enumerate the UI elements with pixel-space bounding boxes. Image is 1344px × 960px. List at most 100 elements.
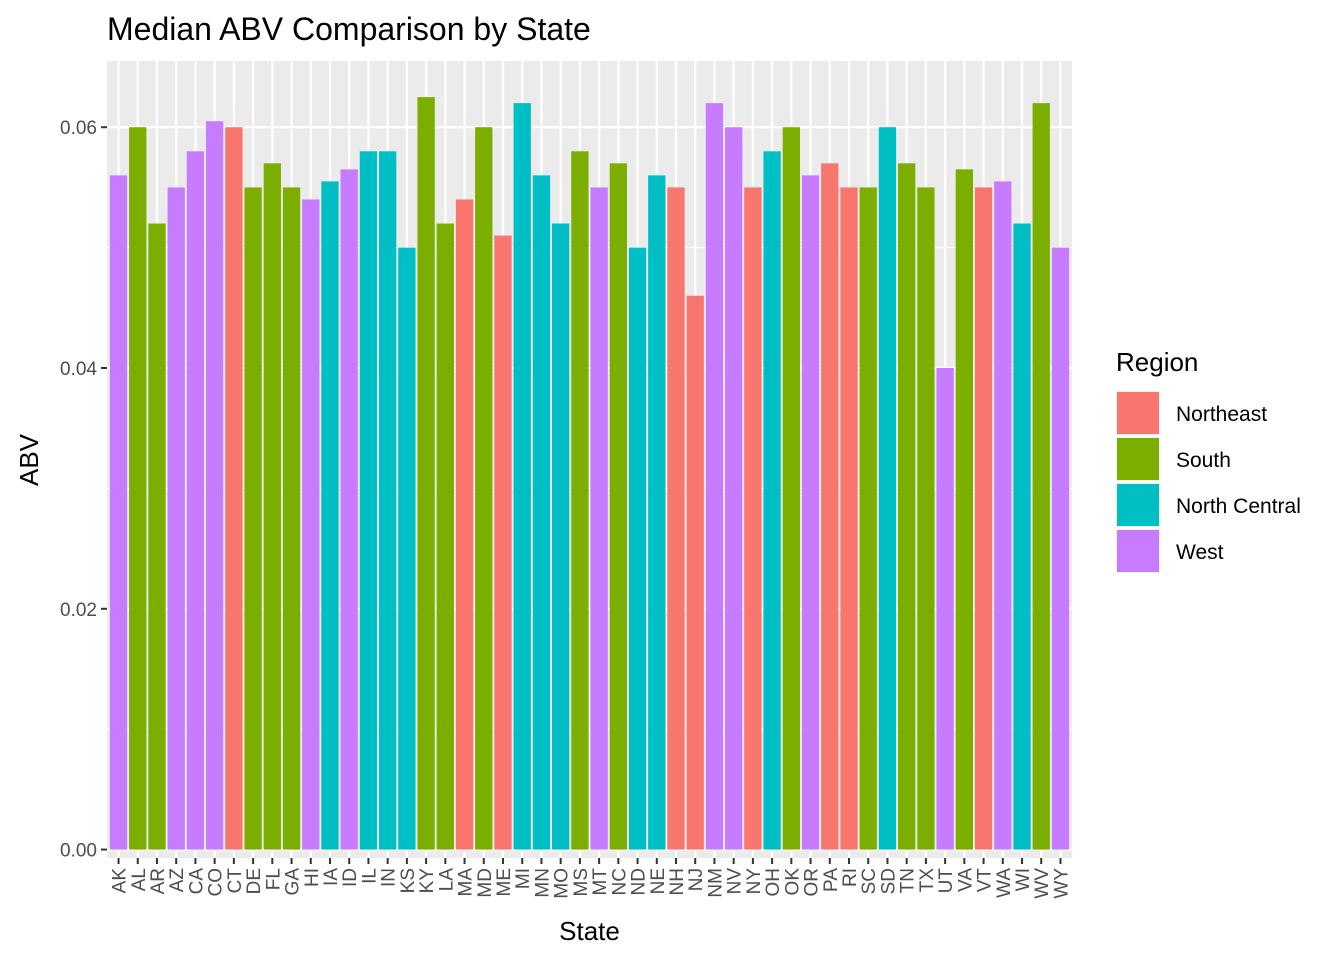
bar-nd [628, 247, 647, 850]
x-tick-label: AZ [167, 868, 188, 893]
legend-label: North Central [1176, 495, 1301, 518]
x-tick-label: FL [263, 868, 284, 890]
x-tick-label: TX [917, 868, 938, 893]
y-tick-label: 0.06 [60, 118, 97, 139]
bar-mi [513, 103, 531, 850]
bar-wv [1032, 103, 1050, 850]
bar-az [167, 187, 185, 850]
legend-swatch [1117, 392, 1159, 434]
x-tick-label: AL [129, 868, 150, 891]
x-tick-label: NE [648, 868, 669, 894]
y-axis-title: ABV [14, 433, 44, 486]
x-tick-label: VT [975, 868, 996, 893]
x-tick-label: NY [744, 868, 765, 895]
x-tick-label: IL [359, 868, 380, 884]
bar-la [436, 223, 454, 850]
legend: Region Northeast South North Central West [1116, 347, 1301, 573]
bar-co [205, 121, 224, 850]
legend-label: South [1176, 449, 1231, 472]
x-tick-label: OR [802, 868, 823, 897]
bar-mn [532, 175, 551, 850]
bar-or [801, 175, 820, 850]
x-tick-label: GA [283, 868, 304, 896]
legend-label: West [1176, 541, 1224, 564]
y-tick-label: 0.04 [60, 359, 97, 380]
bar-md [475, 127, 493, 850]
x-axis: AKALARAZCACOCTDEFLGAHIIAIDILINKSKYLAMAMD… [110, 858, 1072, 899]
bar-ok [782, 127, 800, 850]
legend-swatch [1117, 530, 1159, 572]
x-tick-label: MA [456, 868, 477, 897]
x-tick-label: AK [110, 868, 131, 894]
x-tick-label: NM [705, 868, 726, 898]
x-tick-label: VA [955, 868, 976, 892]
bar-sc [859, 187, 877, 850]
x-tick-label: NV [725, 868, 746, 895]
bar-ia [321, 181, 339, 850]
x-tick-label: WA [994, 868, 1015, 898]
x-axis-title: State [559, 916, 620, 946]
x-tick-label: CT [225, 868, 246, 894]
y-axis: 0.00 0.02 0.04 0.06 [60, 118, 107, 862]
bar-va [955, 169, 974, 850]
bar-fl [263, 163, 281, 850]
x-tick-label: KY [417, 868, 438, 894]
bar-ar [148, 223, 166, 850]
x-tick-label: CA [186, 868, 207, 895]
bar-wa [994, 181, 1012, 850]
x-tick-label: MI [513, 868, 534, 889]
bar-ky [417, 97, 435, 850]
bar-nc [609, 163, 627, 850]
x-tick-label: PA [821, 868, 842, 892]
x-tick-label: NC [609, 868, 630, 895]
bar-mt [590, 187, 608, 850]
x-tick-label: OK [782, 868, 803, 896]
x-tick-label: SD [878, 868, 899, 894]
y-tick-label: 0.00 [60, 841, 97, 862]
x-tick-label: HI [302, 868, 323, 887]
x-tick-label: SC [859, 868, 880, 894]
x-tick-label: WY [1051, 868, 1072, 899]
bar-tx [917, 187, 935, 850]
bar-wy [1051, 247, 1070, 850]
bar-vt [974, 187, 993, 850]
x-tick-label: MT [590, 868, 611, 896]
bar-wi [1013, 223, 1031, 850]
legend-swatch [1117, 484, 1159, 526]
x-tick-label: DE [244, 868, 265, 894]
x-tick-label: CO [206, 868, 227, 897]
bar-il [359, 151, 378, 850]
legend-swatch [1117, 438, 1159, 480]
x-tick-label: IA [321, 868, 342, 886]
x-tick-label: MD [475, 868, 496, 898]
x-tick-label: MO [552, 868, 573, 899]
bar-ga [282, 187, 301, 850]
legend-title: Region [1116, 347, 1198, 377]
bar-ca [186, 151, 205, 850]
bar-ma [455, 199, 474, 850]
x-tick-label: AR [148, 868, 169, 894]
x-tick-label: NJ [686, 868, 707, 891]
bar-me [494, 235, 512, 850]
y-tick-label: 0.02 [60, 600, 97, 621]
x-tick-label: MS [571, 868, 592, 897]
x-tick-label: NH [667, 868, 688, 895]
bar-ne [648, 175, 666, 850]
bar-oh [763, 151, 781, 850]
x-tick-label: UT [936, 868, 957, 894]
x-tick-label: WI [1013, 868, 1034, 891]
bar-ks [398, 247, 416, 850]
legend-label: Northeast [1176, 403, 1267, 426]
bar-nj [686, 295, 704, 850]
x-tick-label: ND [629, 868, 650, 895]
chart-title: Median ABV Comparison by State [107, 11, 591, 47]
bar-pa [821, 163, 839, 850]
x-tick-label: ME [494, 868, 515, 897]
bar-in [379, 151, 397, 850]
bar-mo [552, 223, 570, 850]
bar-nm [705, 103, 724, 850]
bar-ct [225, 127, 243, 850]
x-tick-label: IN [379, 868, 400, 887]
bar-nh [667, 187, 685, 850]
